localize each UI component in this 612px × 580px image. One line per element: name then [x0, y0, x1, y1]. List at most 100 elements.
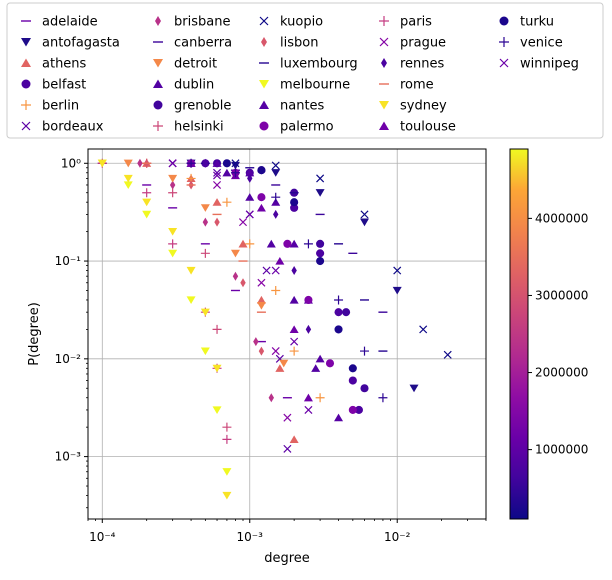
y-tick-label: 10⁻¹: [55, 254, 82, 268]
plot-area: 10⁻⁴ 10⁻³ 10⁻² 10⁻³ 10⁻² 10⁻¹ 10⁰ degree P(de…: [27, 148, 487, 566]
point-prague: [238, 218, 248, 227]
point-brisbane: [232, 271, 239, 281]
legend-label: palermo: [280, 120, 334, 135]
y-tick-label: 10⁻³: [55, 450, 82, 464]
point-paris: [168, 239, 178, 249]
x-axis-label: degree: [264, 551, 310, 566]
legend-item-rennes: rennes: [381, 57, 445, 72]
colorbar-tick-label: 2000000: [535, 366, 588, 380]
point-sydney: [123, 174, 133, 183]
point-belfast: [334, 308, 343, 317]
legend-item-turku: turku: [499, 15, 554, 30]
legend-label: melbourne: [280, 78, 350, 93]
legend-label: adelaide: [42, 15, 98, 30]
point-nantes: [289, 239, 299, 248]
legend-item-dublin: dublin: [153, 78, 214, 93]
point-turku: [222, 159, 231, 168]
point-toulouse: [275, 257, 285, 265]
point-venice: [186, 158, 196, 168]
point-kuopio: [393, 266, 402, 275]
legend-item-palermo: palermo: [259, 120, 334, 135]
point-toulouse: [289, 325, 299, 333]
point-palermo: [257, 193, 266, 202]
legend-marker-lisbon: [261, 37, 267, 47]
point-rennes: [202, 158, 209, 168]
point-athens: [256, 295, 266, 304]
series-kuopio: [231, 159, 452, 359]
point-detroit: [230, 249, 240, 258]
legend-label: winnipeg: [520, 57, 579, 72]
legend-label: sydney: [400, 99, 447, 114]
legend-item-kuopio: kuopio: [259, 15, 323, 30]
x-axis: 10⁻⁴ 10⁻³ 10⁻²: [87, 519, 487, 544]
legend-marker-rennes: [381, 58, 387, 68]
series-belfast: [201, 159, 363, 414]
point-venice: [378, 393, 388, 403]
legend-marker-paris: [379, 16, 389, 26]
point-nantes: [245, 168, 255, 177]
legend-item-adelaide: adelaide: [21, 15, 98, 30]
legend-label: rome: [400, 78, 434, 93]
point-melbourne: [123, 181, 133, 190]
point-venice: [334, 295, 344, 305]
legend-marker-athens: [21, 58, 31, 67]
point-berlin: [315, 393, 325, 403]
point-belfast: [290, 203, 299, 212]
point-helsinki: [212, 324, 222, 334]
legend-marker-prague: [379, 37, 389, 47]
legend-marker-melbourne: [259, 80, 269, 89]
legend-marker-toulouse: [379, 121, 389, 130]
legend-label: turku: [520, 15, 554, 30]
legend-item-rome: rome: [379, 78, 434, 93]
point-berlin: [289, 346, 299, 356]
series-melbourne: [97, 159, 232, 476]
point-bordeaux: [262, 266, 271, 275]
point-melbourne: [212, 406, 222, 414]
series-toulouse: [186, 159, 313, 402]
colorbar-tick-label: 3000000: [535, 288, 588, 302]
point-palermo: [283, 239, 292, 248]
legend-marker-nantes: [259, 100, 269, 109]
point-sydney: [168, 228, 178, 236]
legend-label: antofagasta: [42, 36, 120, 51]
point-kuopio: [419, 325, 428, 334]
point-prague: [283, 413, 292, 422]
legend-label: helsinki: [174, 120, 224, 135]
legend-label: berlin: [42, 99, 79, 114]
point-kuopio: [271, 161, 280, 170]
series-lisbon: [143, 158, 265, 356]
legend-item-lisbon: lisbon: [261, 36, 318, 51]
point-toulouse: [303, 393, 313, 402]
point-athens: [289, 435, 299, 443]
legend-marker-grenoble: [153, 100, 163, 110]
point-prague: [271, 347, 280, 356]
point-melbourne: [200, 347, 210, 356]
legend-label: kuopio: [280, 15, 323, 30]
legend-item-bordeaux: bordeaux: [21, 120, 104, 135]
y-tick-label: 10⁻²: [55, 352, 82, 366]
legend-item-brisbane: brisbane: [155, 15, 230, 30]
legend-label: lisbon: [280, 36, 318, 51]
point-dublin: [289, 295, 299, 304]
legend-item-canberra: canberra: [153, 36, 232, 51]
point-turku: [290, 198, 299, 207]
legend-item-sydney: sydney: [379, 99, 447, 114]
point-detroit: [200, 204, 210, 212]
legend-marker-bordeaux: [21, 121, 31, 131]
point-grenoble: [360, 384, 369, 393]
point-kuopio: [443, 350, 452, 359]
series-detroit: [123, 159, 289, 368]
y-tick-label: 10⁰: [61, 156, 81, 170]
legend-label: nantes: [280, 99, 325, 114]
point-venice: [230, 168, 240, 178]
point-detroit: [168, 174, 178, 183]
point-rennes: [247, 173, 253, 183]
x-tick-label: 10⁻²: [384, 530, 411, 544]
legend-marker-sydney: [379, 101, 389, 110]
point-antofagasta: [392, 286, 402, 295]
point-antofagasta: [409, 384, 419, 393]
point-winnipeg: [213, 171, 222, 180]
point-winnipeg: [271, 266, 280, 275]
legend-label: toulouse: [400, 120, 456, 135]
point-palermo: [348, 405, 357, 414]
